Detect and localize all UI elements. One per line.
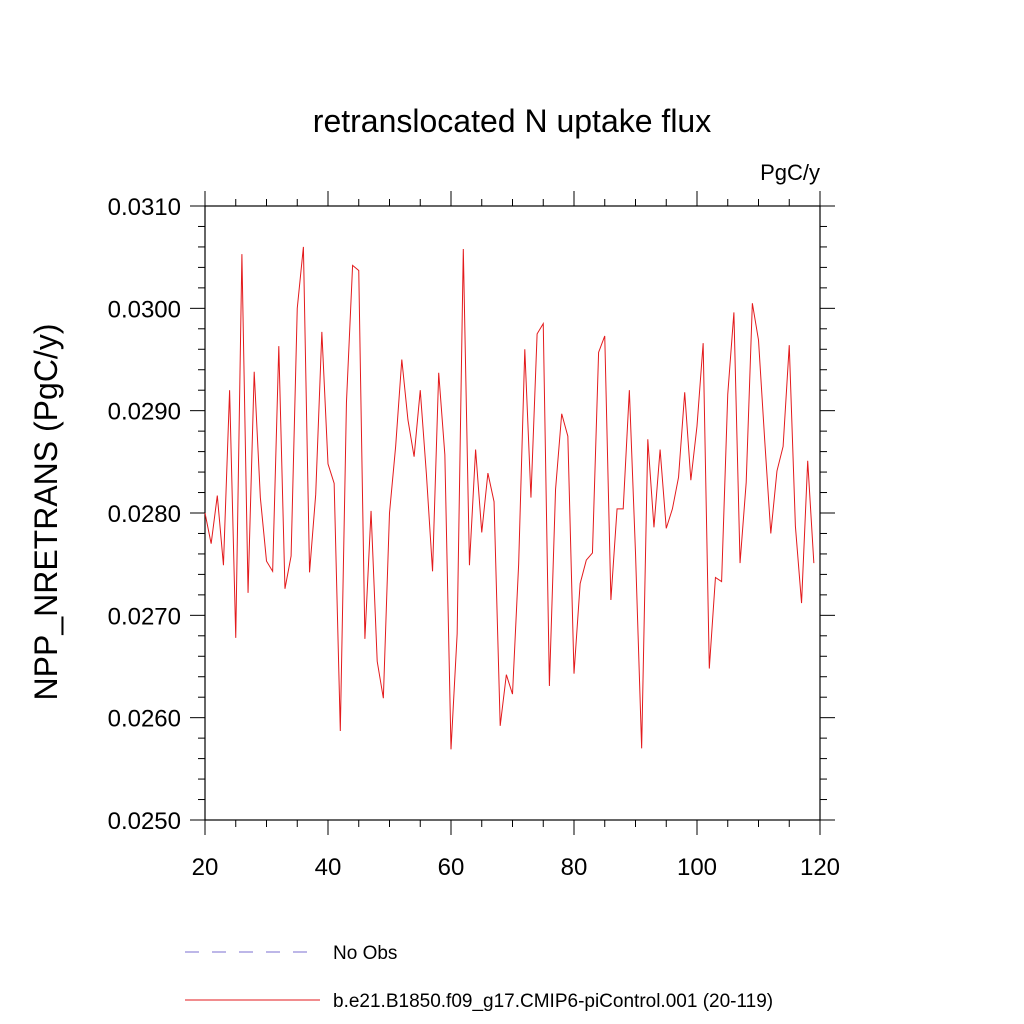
series-line xyxy=(204,246,815,750)
y-tick-label: 0.0290 xyxy=(108,399,181,426)
legend-label-model: b.e21.B1850.f09_g17.CMIP6-piControl.001 … xyxy=(333,991,773,1012)
minor-ticks xyxy=(198,199,827,827)
y-tick-label: 0.0260 xyxy=(108,706,181,733)
x-tick-label: 100 xyxy=(677,854,717,881)
x-tick-label: 20 xyxy=(192,854,219,881)
series-layer xyxy=(204,246,815,750)
units-label: PgC/y xyxy=(760,160,820,185)
y-tick-label: 0.0310 xyxy=(108,194,181,221)
x-tick-label: 40 xyxy=(315,854,342,881)
y-tick-label: 0.0250 xyxy=(108,808,181,835)
x-tick-label: 80 xyxy=(561,854,588,881)
y-tick-label: 0.0280 xyxy=(108,501,181,528)
y-tick-label: 0.0300 xyxy=(108,296,181,323)
y-tick-label: 0.0270 xyxy=(108,603,181,630)
x-tick-labels: 20 40 60 80 100 120 xyxy=(192,854,840,881)
major-ticks xyxy=(190,191,835,835)
y-axis-label: NPP_NRETRANS (PgC/y) xyxy=(28,324,64,701)
x-tick-label: 60 xyxy=(438,854,465,881)
x-tick-label: 120 xyxy=(800,854,840,881)
legend: No Obs b.e21.B1850.f09_g17.CMIP6-piContr… xyxy=(185,943,773,1012)
plot-frame xyxy=(204,205,821,821)
y-tick-labels: 0.0250 0.0260 0.0270 0.0280 0.0290 0.0300 0.03… xyxy=(108,194,181,835)
legend-label-no-obs: No Obs xyxy=(333,943,397,964)
chart-title: retranslocated N uptake flux xyxy=(313,103,711,139)
